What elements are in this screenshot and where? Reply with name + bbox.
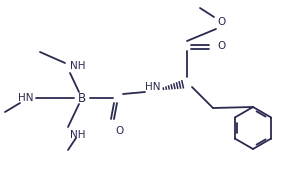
Text: NH: NH [70, 130, 86, 140]
Text: O: O [218, 17, 226, 27]
Text: O: O [218, 41, 226, 51]
Text: HN: HN [18, 93, 33, 103]
Text: O: O [115, 126, 123, 136]
Text: NH: NH [70, 61, 86, 71]
Text: B: B [78, 92, 86, 105]
Text: HN: HN [145, 82, 161, 92]
